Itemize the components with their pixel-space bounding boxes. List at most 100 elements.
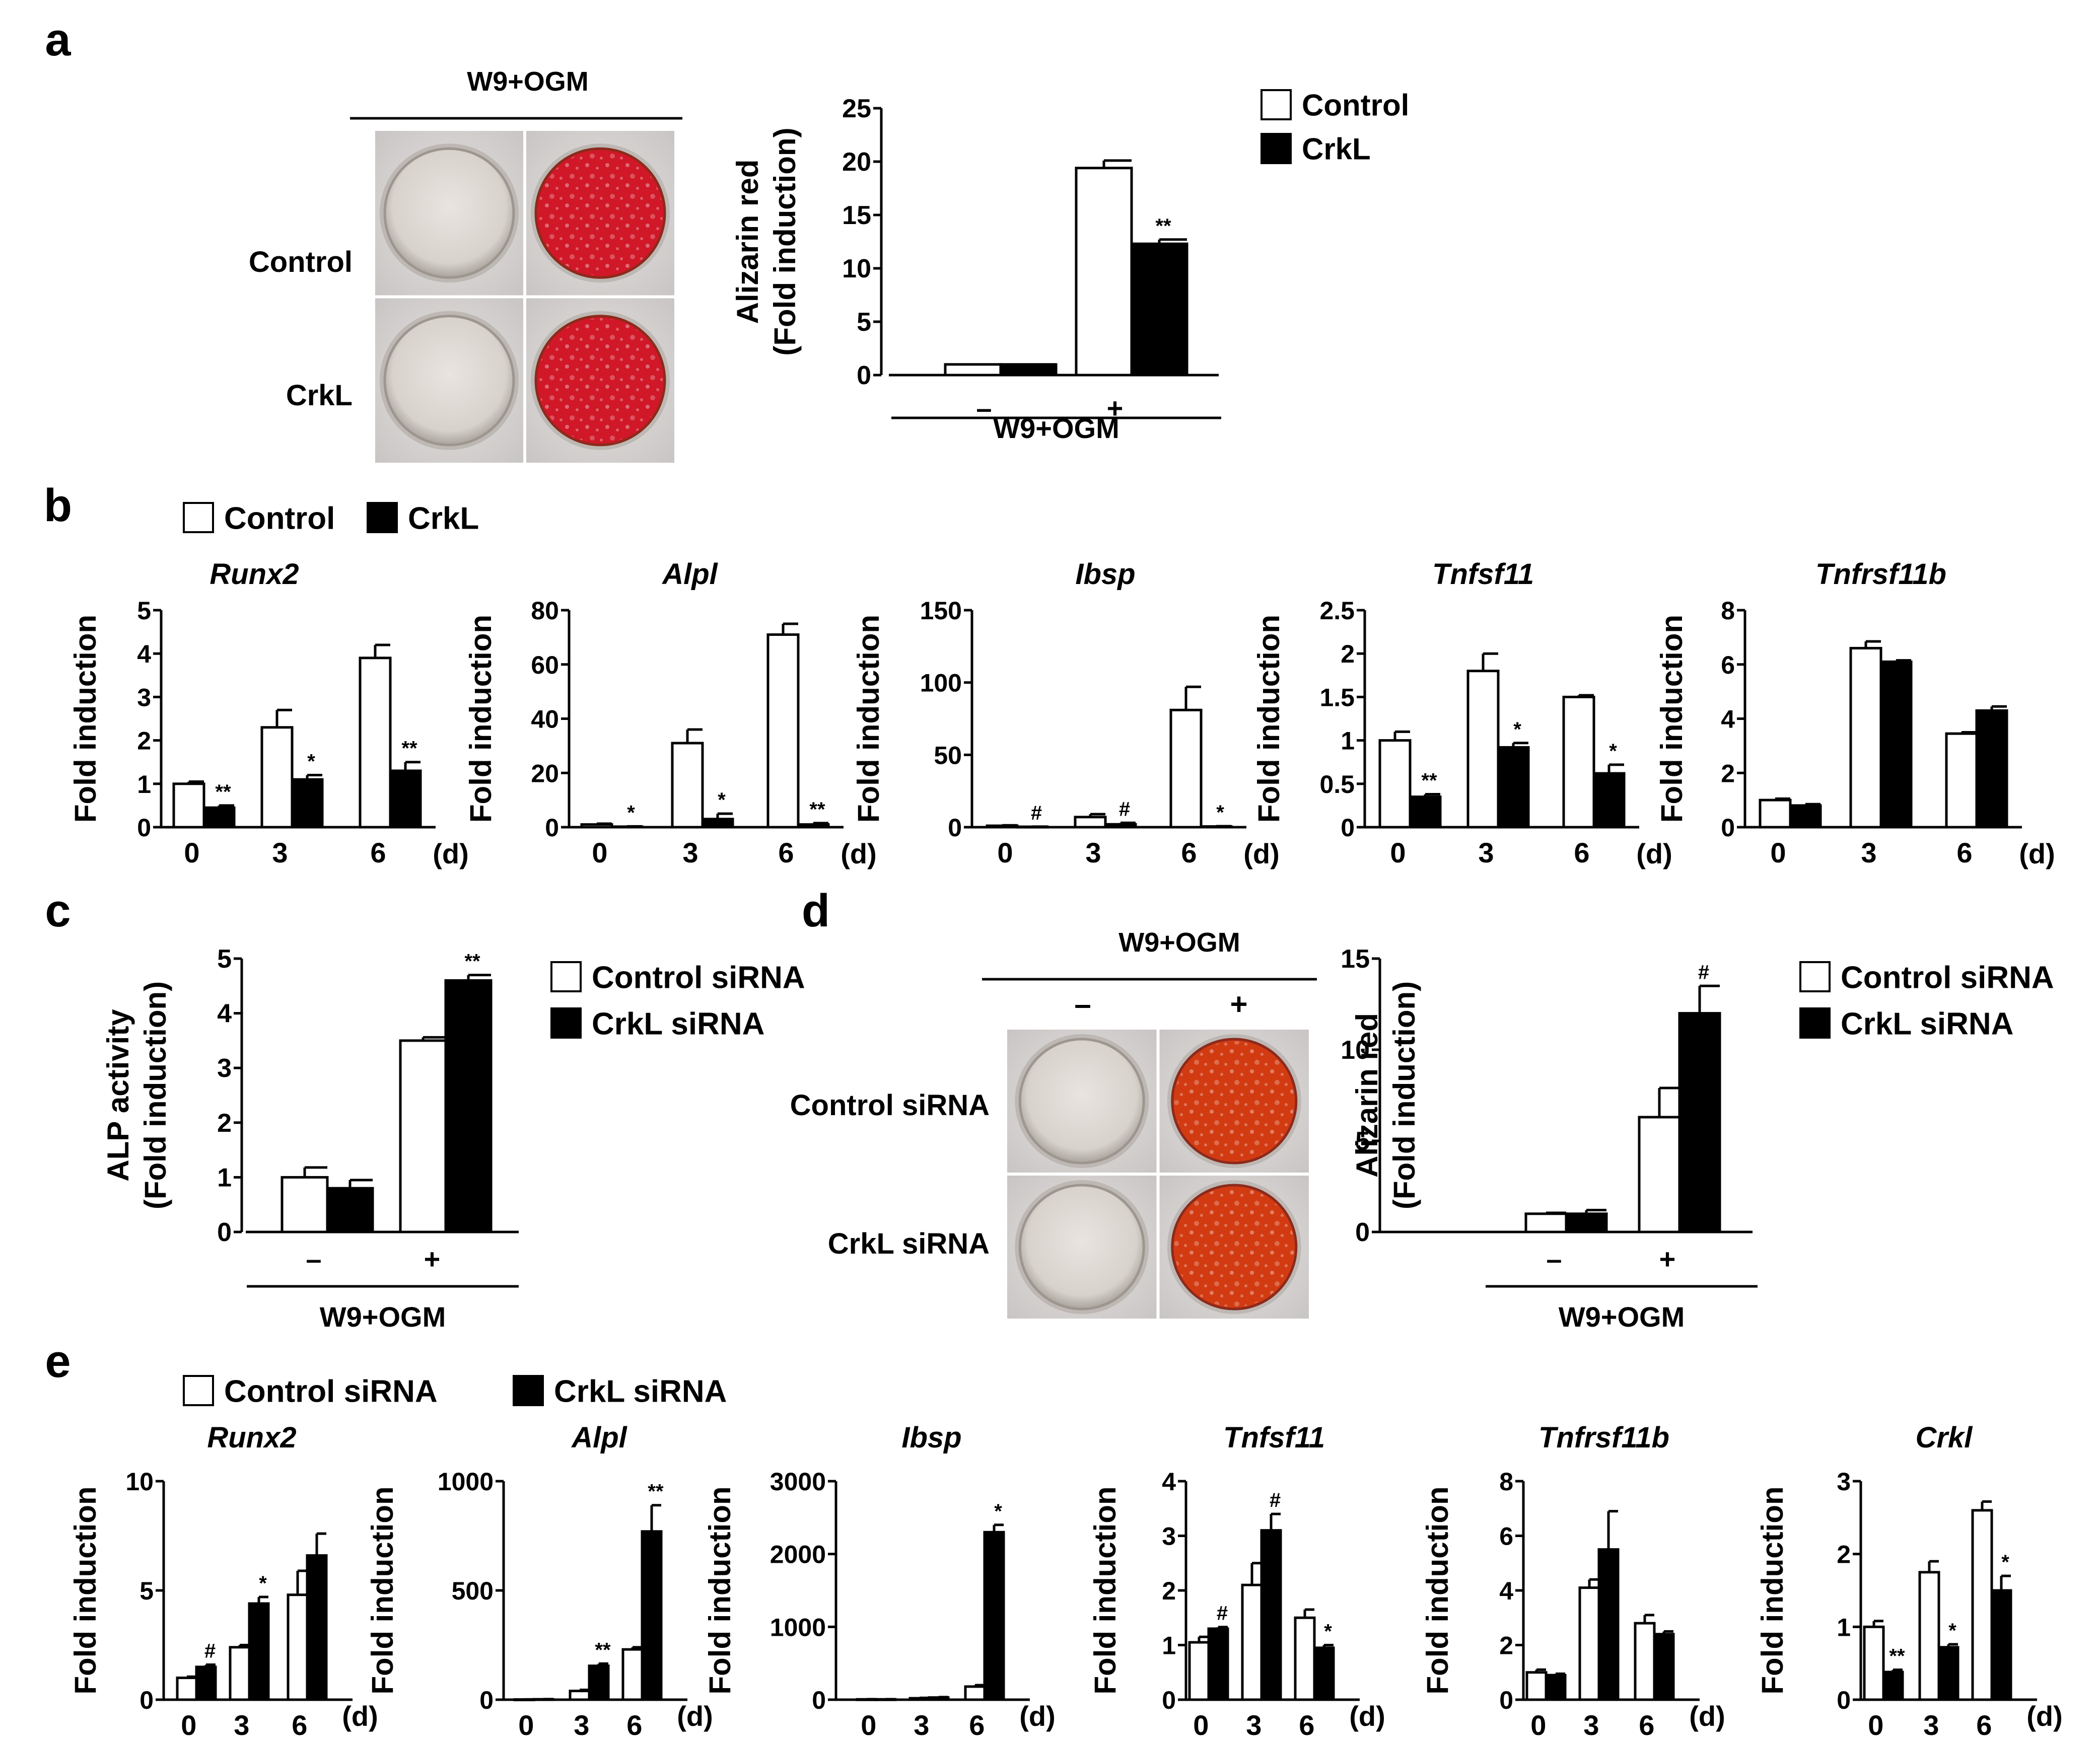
x-tick-label: 3 [1923, 1709, 1939, 1741]
legend: Control siRNA CrkL siRNA [1799, 960, 2054, 1041]
bar-control-0 [1378, 739, 1412, 829]
significance-mark: * [259, 1572, 267, 1594]
y-tick-label: 0 [479, 1686, 494, 1714]
bar-control-1 [1075, 167, 1133, 377]
significance-mark: * [627, 802, 635, 824]
y-tick-label: 2000 [770, 1541, 826, 1569]
bar-control-0 [172, 782, 205, 829]
y-axis-label: Alizarin red (Fold induction) [731, 127, 802, 355]
y-tick-label: 3000 [770, 1468, 826, 1496]
chart-title: Ibsp [1075, 558, 1135, 591]
significance-mark: * [1216, 802, 1224, 824]
y-axis-label: Fold induction [1756, 1486, 1789, 1694]
y-tick-label: 0 [1355, 1218, 1370, 1247]
x-unit-label: (d) [2026, 1700, 2063, 1732]
photo-row-label-1: CrkL siRNA [828, 1227, 990, 1260]
x-unit-label: (d) [433, 838, 469, 869]
y-axis-label-line: (Fold induction) [138, 981, 172, 1209]
x-tick-label: 3 [1246, 1709, 1262, 1741]
x-unit-label: (d) [677, 1700, 713, 1732]
x-tick-label: 6 [778, 837, 794, 868]
legend-label-0: Control siRNA [592, 960, 805, 995]
chart-c-bar: 0 1 2 3 4 5 – ** + ALP activity (Fold induction) W9… [101, 944, 805, 1333]
y-tick-label: 15 [1341, 944, 1370, 974]
chart-title: Runx2 [209, 558, 299, 591]
y-tick-label: 1 [1837, 1613, 1851, 1641]
photo-panel-d: W9+OGM– + Control siRNA CrkL siRNA [790, 927, 1317, 1319]
significance-mark: ** [1889, 1645, 1905, 1667]
bar-control-2 [964, 1685, 986, 1701]
y-tick-label: 3 [217, 1054, 232, 1083]
chart-title: Alpl [571, 1421, 627, 1454]
chart-title: Runx2 [207, 1421, 296, 1454]
significance-mark: * [307, 751, 315, 773]
bar-crkl-2 [306, 1554, 328, 1701]
x-tick-label: 6 [370, 837, 386, 868]
bar-crkl-2 [1975, 709, 2008, 829]
x-unit-label: (d) [841, 838, 877, 869]
bar-crkl-0 [1565, 1212, 1608, 1233]
significance-mark: * [1948, 1620, 1956, 1642]
y-tick-label: 8 [1721, 597, 1735, 625]
y-tick-label: 5 [139, 1577, 154, 1605]
y-axis-label: Alizarin red (Fold induction) [1350, 981, 1421, 1209]
legend-swatch-1 [1261, 133, 1292, 164]
chart-d-bar: 0 5 10 15 – # + Alizarin red (Fold induction) W9+… [1341, 944, 2054, 1333]
x-tick-label: 3 [1583, 1709, 1599, 1741]
y-tick-label: 2 [1162, 1577, 1176, 1605]
bar-crkl-1 [588, 1664, 610, 1701]
x-tick-label: 3 [914, 1709, 929, 1741]
bar-control-1 [671, 742, 704, 829]
bar-crkl-2 [641, 1530, 663, 1701]
x-tick-label: 0 [184, 837, 199, 868]
bar-crkl-2 [1592, 772, 1626, 829]
significance-mark: * [1324, 1621, 1332, 1643]
legend-swatch-1 [550, 1007, 582, 1039]
y-tick-label: 1 [217, 1163, 232, 1192]
y-tick-label: 0.5 [1319, 770, 1355, 798]
y-tick-label: 15 [842, 201, 871, 230]
x-tick-label: 3 [682, 837, 698, 868]
significance-mark: ** [215, 781, 231, 803]
bar-control-2 [359, 657, 392, 829]
culture-well-0-0 [1007, 1030, 1157, 1173]
y-tick-label: 6 [1499, 1522, 1513, 1551]
y-tick-label: 1 [1162, 1632, 1176, 1660]
y-tick-label: 150 [920, 597, 962, 625]
legend-label-1: CrkL siRNA [554, 1374, 727, 1409]
legend-label-0: Control [1302, 89, 1409, 122]
x-tick-label: 0 [1770, 837, 1786, 868]
bar-control-2 [1945, 732, 1978, 829]
chart-title: Tnfrsf11b [1815, 558, 1946, 591]
well-stain-texture [538, 151, 663, 276]
x-tick-label: 6 [292, 1709, 307, 1741]
x-tick-label: 6 [969, 1709, 985, 1741]
y-tick-label: 2 [1341, 640, 1355, 668]
y-tick-label: 20 [842, 148, 871, 177]
legend-swatch-0 [1799, 961, 1831, 992]
bar-crkl-0 [1207, 1627, 1229, 1701]
y-tick-label: 50 [934, 741, 962, 769]
bar-control-2 [1294, 1616, 1316, 1701]
x-tick-label: 6 [1181, 837, 1197, 868]
culture-well-0-1 [1159, 1030, 1309, 1173]
significance-mark: ** [809, 798, 825, 821]
bar-crkl-2 [1313, 1646, 1335, 1701]
bar-control-1 [260, 726, 294, 829]
panel-letter-d: d [802, 885, 830, 936]
x-tick-label: – [306, 1243, 321, 1275]
significance-mark: ** [648, 1481, 664, 1503]
x-tick-label: 3 [574, 1709, 589, 1741]
significance-mark: * [718, 789, 726, 811]
y-tick-label: 0 [1499, 1686, 1513, 1714]
x-tick-label: + [1659, 1243, 1676, 1275]
x-tick-label: 6 [1976, 1709, 1992, 1741]
chart-title: Crkl [1916, 1421, 1974, 1454]
bar-control-0 [1863, 1625, 1885, 1701]
y-tick-label: 0 [1837, 1686, 1851, 1714]
y-tick-label: 2 [217, 1109, 232, 1138]
chart-e5: 0 2 4 6 8 0 3 6 (d) Tnfrsf11b Fold induction [1421, 1421, 1725, 1741]
y-axis-label-line: (Fold induction) [1387, 981, 1421, 1209]
